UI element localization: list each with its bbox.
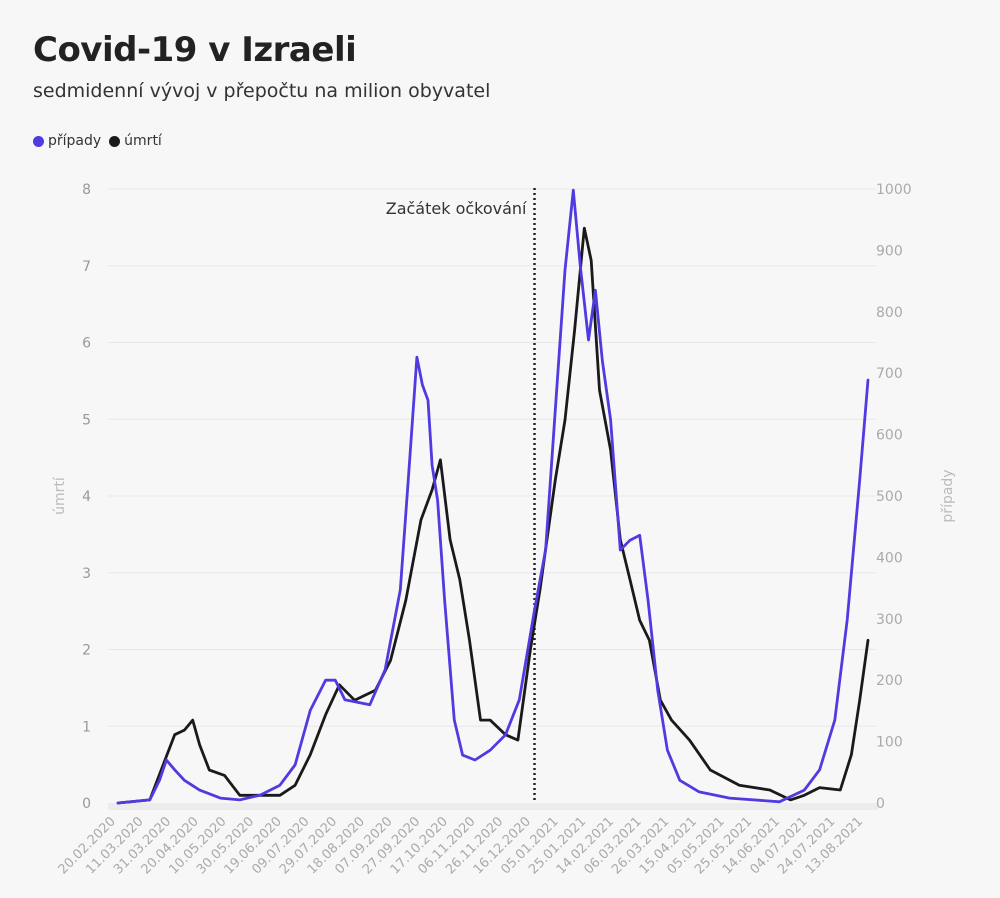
- y-tick-left: 4: [82, 489, 91, 505]
- y-tick-right: 700: [876, 366, 903, 382]
- y-tick-right: 1000: [876, 182, 912, 198]
- y-tick-left: 5: [82, 412, 91, 428]
- series-line-deaths: [116, 226, 870, 805]
- y-tick-right: 0: [876, 796, 885, 812]
- y-tick-right: 300: [876, 612, 903, 628]
- y-tick-left: 3: [82, 566, 91, 582]
- legend-label-cases: případy: [48, 133, 102, 149]
- y-axis-label-left: úmrtí: [52, 476, 68, 515]
- y-tick-right: 500: [876, 489, 903, 505]
- legend-dot-cases: [33, 135, 44, 147]
- y-tick-left: 6: [82, 336, 91, 352]
- legend: případy úmrtí: [33, 133, 162, 149]
- y-tick-right: 800: [876, 305, 903, 321]
- series-line-cases: [116, 188, 870, 805]
- chart-subtitle: sedmidenní vývoj v přepočtu na milion ob…: [33, 80, 491, 102]
- legend-item-cases[interactable]: případy: [33, 133, 101, 149]
- annotation-label: Začátek očkování: [386, 199, 527, 218]
- y-axis-label-right: případy: [940, 469, 956, 522]
- y-tick-left: 8: [82, 182, 91, 198]
- y-tick-left: 2: [82, 643, 91, 659]
- x-axis-band: [108, 803, 878, 810]
- y-tick-right: 400: [876, 550, 903, 566]
- chart-title: Covid-19 v Izraeli: [33, 30, 357, 70]
- legend-item-deaths[interactable]: úmrtí: [109, 133, 162, 149]
- y-tick-left: 7: [82, 259, 91, 275]
- y-tick-left: 0: [82, 796, 91, 812]
- legend-label-deaths: úmrtí: [124, 133, 162, 149]
- y-tick-right: 600: [876, 428, 903, 444]
- y-tick-left: 1: [82, 719, 91, 735]
- y-tick-right: 900: [876, 243, 903, 259]
- y-tick-right: 200: [876, 673, 903, 689]
- y-tick-right: 100: [876, 735, 903, 751]
- legend-dot-deaths: [109, 135, 121, 147]
